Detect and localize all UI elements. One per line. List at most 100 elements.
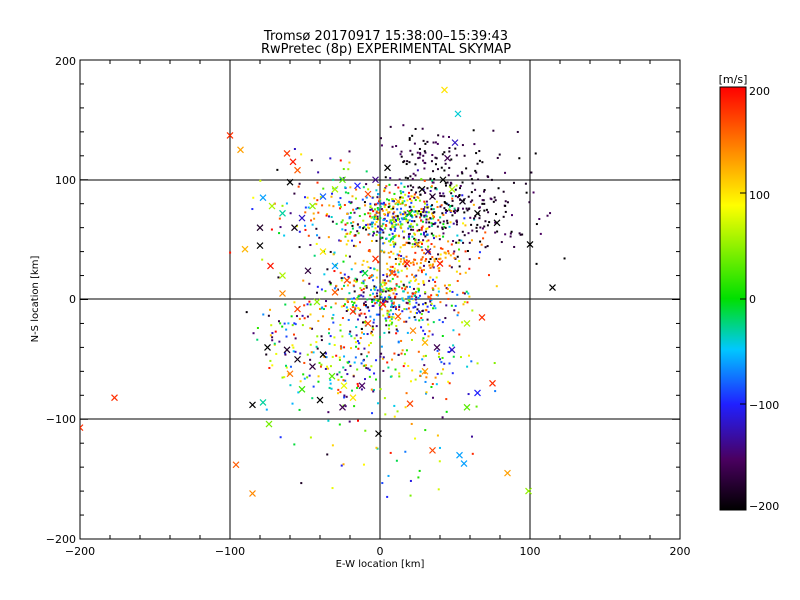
dot-point [428,250,431,253]
dot-point [393,287,396,290]
dot-point [354,277,357,280]
x-marker-point [294,305,301,313]
dot-point [425,200,428,203]
dot-point [412,172,415,175]
dot-point [432,223,435,226]
dot-point [339,345,342,348]
dot-point [482,237,485,240]
dot-point [421,309,424,312]
dot-point [470,435,473,438]
dot-point [418,319,421,322]
dot-point [410,195,413,198]
dot-point [362,463,365,466]
dot-point [402,365,405,368]
dot-point [423,167,426,170]
dot-point [395,324,398,327]
dot-point [358,307,361,310]
dot-point [493,362,496,365]
dot-point [283,352,286,355]
dot-point [398,263,401,266]
dot-point [377,208,380,211]
dot-point [300,153,303,156]
dot-point [376,269,379,272]
dot-point [423,206,426,209]
dot-point [393,270,396,273]
dot-point [456,234,459,237]
dot-point [428,221,431,224]
dot-point [376,295,379,298]
dot-point [411,134,414,137]
colorbar-tick-label: 200 [749,85,770,98]
dot-point [333,344,336,347]
dot-point [360,294,363,297]
x-marker-point [406,400,414,408]
dot-point [401,310,404,313]
dot-point [402,298,405,301]
dot-point [390,287,393,290]
dot-point [429,266,432,269]
dot-point [387,251,390,254]
dot-point [461,230,464,233]
dot-point [358,241,361,244]
dot-point [381,229,384,232]
dot-point [402,230,405,233]
dot-point [420,219,423,222]
dot-point [463,300,466,303]
dot-point [393,235,396,238]
dot-point [409,262,412,265]
dot-point [404,265,407,268]
dot-point [395,459,398,462]
dot-point [375,276,378,279]
dot-point [430,212,433,215]
dot-point [394,368,397,371]
dot-point [375,292,378,295]
dot-point [370,221,373,224]
dot-point [430,299,433,302]
dot-point [385,262,388,265]
x-marker-point [448,185,456,193]
dot-point [371,222,374,225]
dot-point [308,374,311,377]
dot-point [455,219,458,222]
dot-point [445,398,448,401]
dot-point [504,171,507,174]
dot-point [474,169,477,172]
dot-point [337,378,340,381]
dot-point [438,446,441,449]
dot-point [401,287,404,290]
dot-point [414,127,417,130]
dot-point [415,296,418,299]
dot-point [356,382,359,385]
dot-point [399,196,402,199]
dot-point [424,214,427,217]
dot-point [391,269,394,272]
dot-point [374,213,377,216]
dot-point [383,213,386,216]
dot-point [406,177,409,180]
dot-point [362,219,365,222]
dot-point [464,250,467,253]
dot-point [404,450,407,453]
x-marker-point [294,355,301,363]
dot-point [436,206,439,209]
dot-point [279,226,282,229]
dot-point [430,232,433,235]
dot-point [468,241,471,244]
dot-point [354,341,357,344]
dot-point [439,216,442,219]
dot-point [369,250,372,253]
dot-point [416,151,419,154]
dot-point [513,245,516,248]
dot-point [277,320,280,323]
dot-point [492,200,495,203]
dot-point [366,260,369,263]
dot-point [462,303,465,306]
dot-point [412,186,415,189]
dot-point [396,208,399,211]
dot-point [428,260,431,263]
dot-point [454,147,457,150]
dot-point [311,327,314,330]
dot-point [400,150,403,153]
dot-point [371,196,374,199]
dot-point [356,278,359,281]
